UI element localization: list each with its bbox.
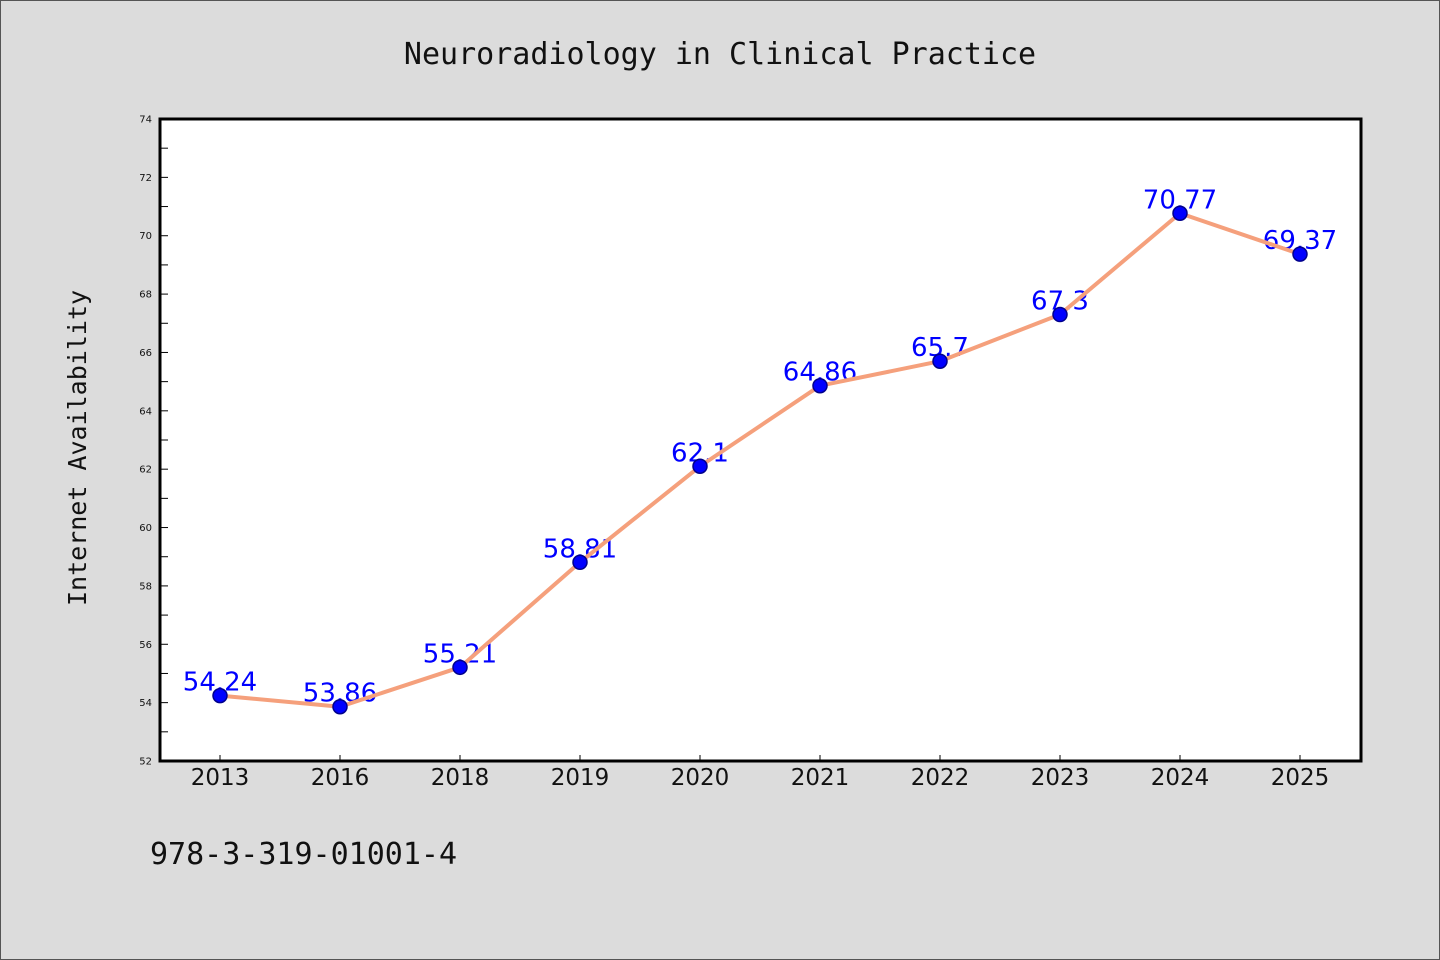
data-point-marker — [932, 353, 948, 369]
x-tick-label: 2022 — [911, 765, 970, 791]
y-tick-label: 52 — [139, 757, 152, 768]
y-tick-label: 60 — [139, 523, 152, 534]
y-tick-label: 72 — [139, 173, 152, 184]
x-tick-label: 2024 — [1151, 765, 1210, 791]
x-tick-label: 2018 — [431, 765, 490, 791]
y-tick-label: 68 — [139, 290, 152, 301]
plot-frame — [158, 117, 1363, 763]
x-tick-label: 2020 — [671, 765, 730, 791]
data-point-marker — [1052, 306, 1068, 323]
data-point-marker — [212, 687, 228, 704]
series-line — [218, 211, 1302, 709]
data-point-marker — [692, 458, 708, 475]
data-point-marker — [332, 698, 348, 715]
x-tick-label: 2025 — [1271, 765, 1330, 791]
data-point-marker — [572, 554, 588, 571]
footer-code: 978-3-319-01001-4 — [150, 837, 457, 872]
x-tick-label: 2016 — [311, 765, 370, 791]
y-tick-label: 64 — [139, 406, 152, 417]
y-tick-label: 62 — [139, 465, 152, 476]
plot-area — [160, 119, 1361, 761]
data-point-marker — [452, 659, 468, 676]
x-tick-label: 2021 — [791, 765, 850, 791]
chart-title: Neuroradiology in Clinical Practice — [404, 37, 1036, 72]
y-tick-label: 70 — [139, 231, 152, 242]
x-tick-label: 2019 — [551, 765, 610, 791]
y-tick-label: 58 — [139, 581, 152, 592]
x-tick-label: 2013 — [191, 765, 250, 791]
data-point-marker — [812, 377, 828, 394]
data-point-marker — [1292, 246, 1308, 262]
y-axis-label: Internet Availability — [63, 290, 92, 606]
y-tick-label: 56 — [139, 640, 152, 651]
y-tick-label: 66 — [139, 348, 152, 359]
y-tick-label: 54 — [139, 698, 152, 709]
y-tick-label: 74 — [139, 115, 152, 126]
data-point-marker — [1172, 205, 1188, 222]
series-group — [212, 205, 1308, 715]
x-axis: 2013 2016 2018 2019 2020 2021 2022 2023 2024 2025 — [191, 755, 1330, 791]
x-tick-label: 2023 — [1031, 765, 1090, 791]
